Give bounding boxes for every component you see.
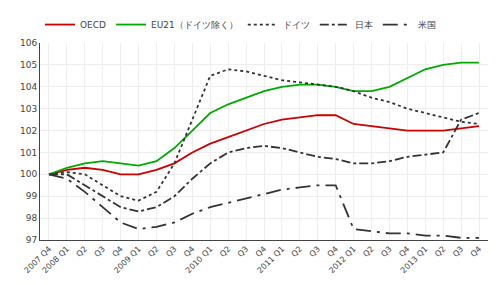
svg-text:Q2: Q2 <box>218 244 232 258</box>
svg-text:2008 Q1: 2008 Q1 <box>41 244 72 275</box>
svg-text:99: 99 <box>26 191 38 201</box>
svg-text:2009 Q1: 2009 Q1 <box>112 244 143 275</box>
svg-text:EU21（ドイツ除く）: EU21（ドイツ除く） <box>151 20 238 30</box>
svg-text:105: 105 <box>20 60 37 70</box>
svg-text:Q4: Q4 <box>182 244 196 258</box>
svg-text:2007 Q4: 2007 Q4 <box>23 244 54 275</box>
svg-text:Q3: Q3 <box>379 244 393 258</box>
svg-text:102: 102 <box>20 126 37 136</box>
svg-text:Q3: Q3 <box>308 244 322 258</box>
svg-text:Q4: Q4 <box>254 244 268 258</box>
svg-text:Q4: Q4 <box>397 244 411 258</box>
svg-text:106: 106 <box>20 38 37 48</box>
svg-text:Q2: Q2 <box>290 244 304 258</box>
svg-text:Q2: Q2 <box>75 244 89 258</box>
svg-text:Q4: Q4 <box>110 244 124 258</box>
svg-text:2012 Q1: 2012 Q1 <box>327 244 358 275</box>
svg-text:2010 Q1: 2010 Q1 <box>184 244 215 275</box>
svg-text:Q3: Q3 <box>236 244 250 258</box>
svg-text:2011 Q1: 2011 Q1 <box>256 244 287 275</box>
svg-text:Q3: Q3 <box>93 244 107 258</box>
svg-text:ドイツ: ドイツ <box>283 20 310 30</box>
svg-text:Q3: Q3 <box>164 244 178 258</box>
svg-text:Q2: Q2 <box>433 244 447 258</box>
svg-text:98: 98 <box>26 213 38 223</box>
svg-text:日本: 日本 <box>355 20 373 30</box>
svg-text:Q4: Q4 <box>469 244 483 258</box>
svg-text:Q4: Q4 <box>326 244 340 258</box>
svg-text:Q2: Q2 <box>146 244 160 258</box>
svg-text:104: 104 <box>20 82 37 92</box>
svg-text:97: 97 <box>26 235 37 245</box>
svg-text:Q3: Q3 <box>451 244 465 258</box>
svg-text:101: 101 <box>20 148 37 158</box>
svg-text:100: 100 <box>20 169 37 179</box>
svg-text:2013 Q1: 2013 Q1 <box>399 244 430 275</box>
svg-text:Q2: Q2 <box>361 244 375 258</box>
svg-text:OECD: OECD <box>80 20 106 30</box>
svg-text:103: 103 <box>20 104 37 114</box>
svg-text:米国: 米国 <box>418 20 436 30</box>
